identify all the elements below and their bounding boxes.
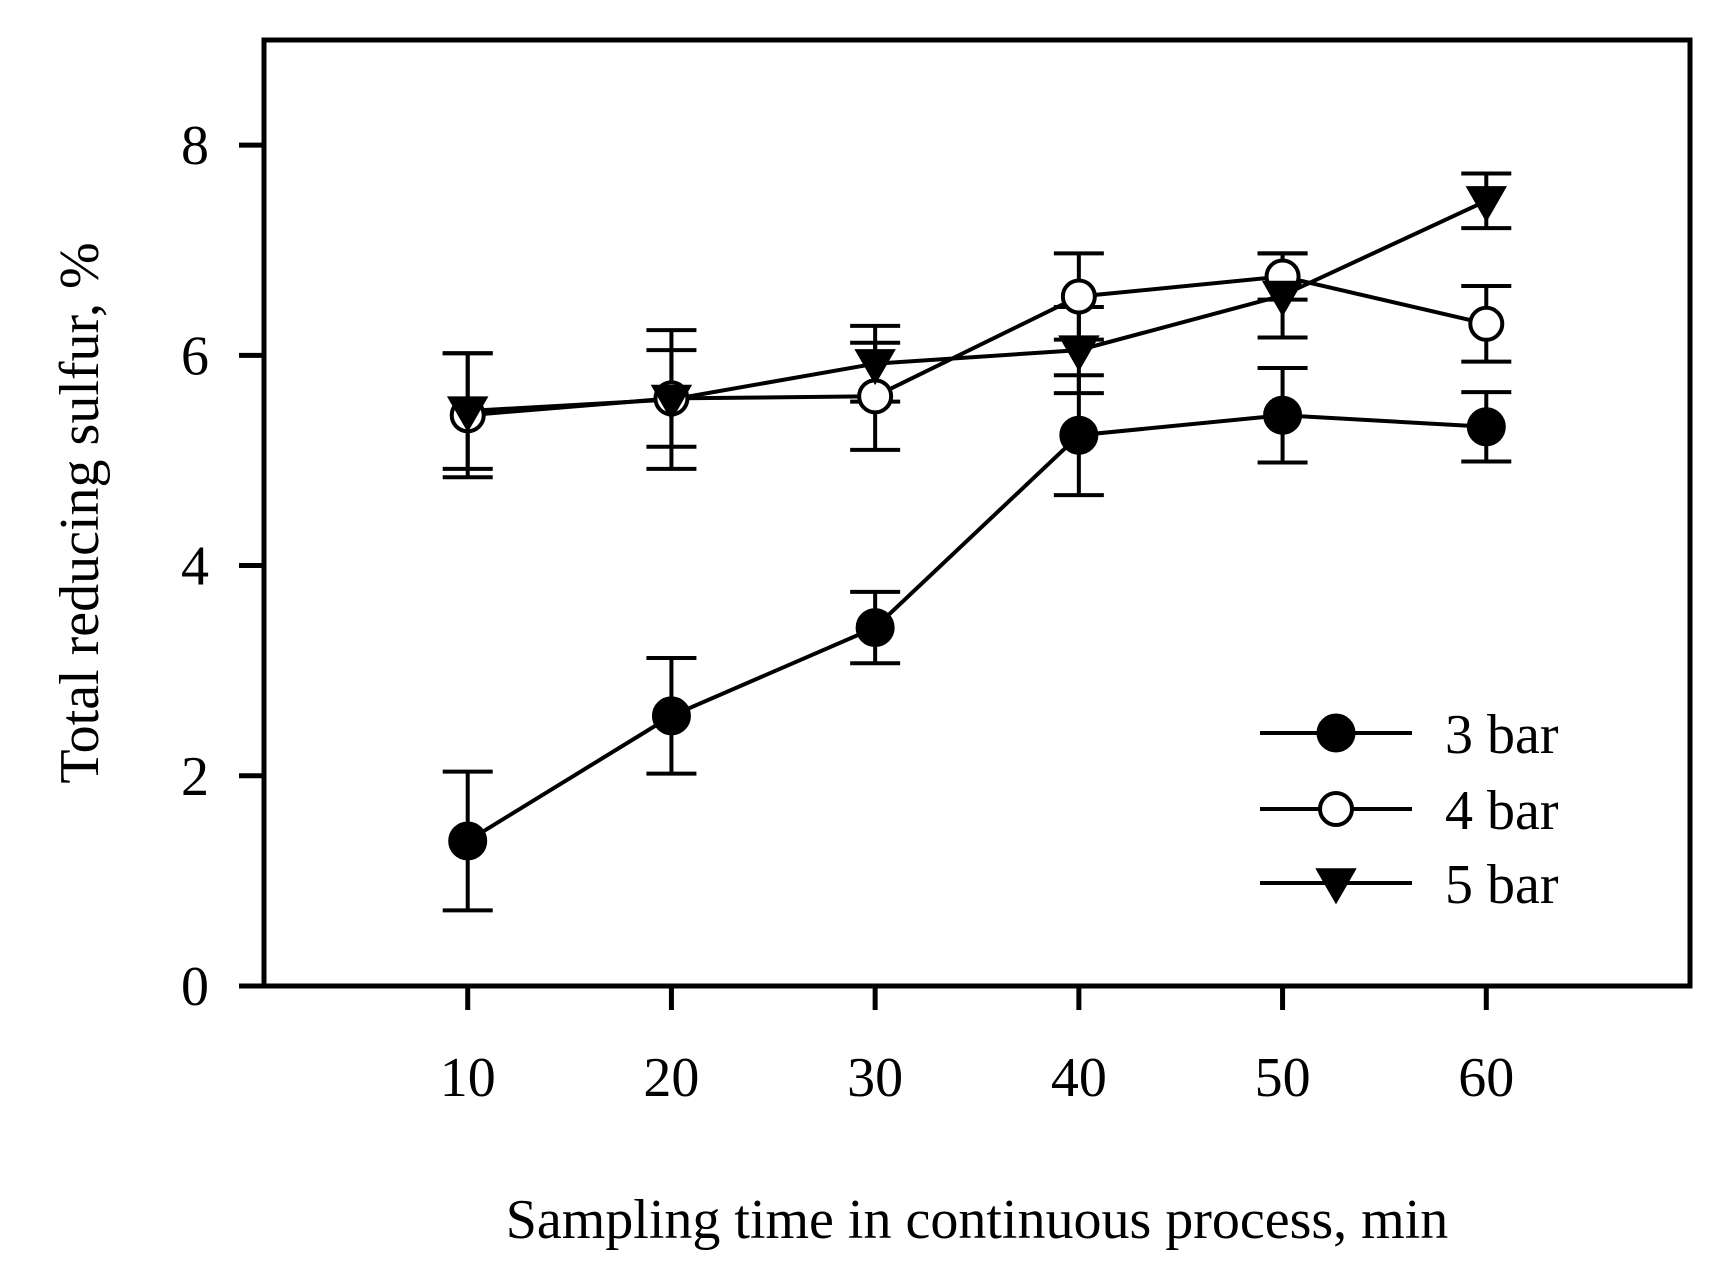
- series-line-3-bar: [466, 413, 1487, 843]
- legend-label-5-bar: 5 bar: [1445, 854, 1559, 916]
- data-point-5-bar-60: [1465, 186, 1508, 223]
- data-point-5-bar-30: [854, 349, 896, 386]
- x-tick-label-60: 60: [1458, 1047, 1514, 1109]
- data-point-3-bar-20: [651, 696, 691, 736]
- y-axis: 0 2 4 6 8: [181, 115, 264, 1018]
- data-markers: [446, 186, 1508, 861]
- y-tick-label-0: 0: [181, 956, 209, 1018]
- series-lines: [466, 198, 1488, 843]
- x-tick-label-10: 10: [440, 1047, 496, 1109]
- x-tick-label-30: 30: [847, 1047, 903, 1109]
- data-point-4-bar-60: [1468, 305, 1505, 342]
- legend-marker-5-bar: [1315, 868, 1357, 905]
- data-point-3-bar-30: [855, 608, 895, 648]
- y-axis-title: Total reducing sulfur, %: [49, 242, 111, 783]
- y-tick-label-6: 6: [181, 325, 209, 387]
- x-tick-label-20: 20: [643, 1047, 699, 1109]
- x-axis: 10 20 30 40 50 60: [440, 986, 1514, 1109]
- legend-marker-4-bar: [1318, 791, 1354, 827]
- data-point-5-bar-10: [446, 396, 489, 433]
- x-tick-label-40: 40: [1051, 1047, 1107, 1109]
- legend: 3 bar 4 bar 5 bar: [1260, 704, 1559, 916]
- data-point-3-bar-50: [1263, 395, 1303, 435]
- y-tick-label-2: 2: [181, 746, 209, 808]
- data-point-3-bar-10: [448, 821, 488, 861]
- x-axis-title: Sampling time in continuous process, min: [506, 1189, 1449, 1251]
- data-point-5-bar-50: [1261, 280, 1304, 317]
- series-line-5-bar: [467, 198, 1488, 413]
- data-point-5-bar-40: [1058, 335, 1100, 372]
- series-line-4-bar: [467, 274, 1487, 418]
- legend-label-3-bar: 3 bar: [1445, 704, 1559, 766]
- data-point-5-bar-20: [650, 384, 693, 421]
- data-point-4-bar-30: [857, 378, 894, 415]
- data-point-4-bar-40: [1060, 278, 1097, 315]
- plot-frame: [261, 37, 1693, 989]
- y-tick-label-8: 8: [181, 115, 209, 177]
- x-tick-label-50: 50: [1255, 1047, 1311, 1109]
- legend-marker-3-bar: [1316, 713, 1356, 753]
- legend-label-4-bar: 4 bar: [1445, 780, 1559, 842]
- y-tick-label-4: 4: [181, 536, 209, 598]
- data-point-3-bar-40: [1059, 415, 1099, 455]
- data-point-3-bar-60: [1466, 407, 1506, 447]
